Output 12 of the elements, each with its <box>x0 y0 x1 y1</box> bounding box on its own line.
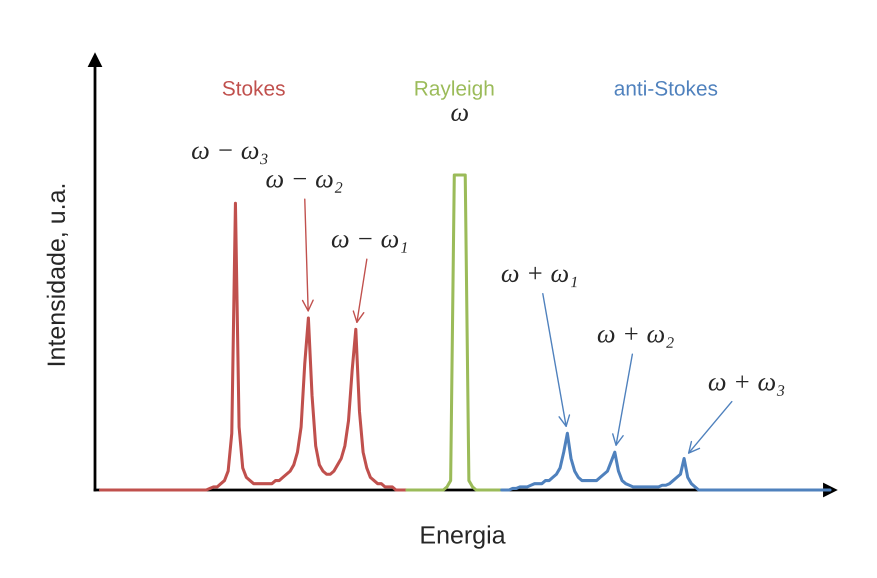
text: ω − ω₃ <box>192 146 268 164</box>
annotation: ω + ω₁ <box>502 266 577 288</box>
text: Stokes <box>222 80 285 96</box>
x-axis-title: Energia <box>421 525 506 549</box>
annotation: ω + ω₂ <box>598 328 674 348</box>
y-axis-title: Intensidade, u.a. <box>46 184 68 366</box>
text: Rayleigh <box>415 80 494 100</box>
annotation: ω + ω₃ <box>708 375 784 396</box>
annotation: ω − ω₁ <box>332 234 407 253</box>
text: ω <box>451 108 468 122</box>
text: anti-Stokes <box>614 80 718 96</box>
annotation: ω − ω₂ <box>266 175 342 193</box>
